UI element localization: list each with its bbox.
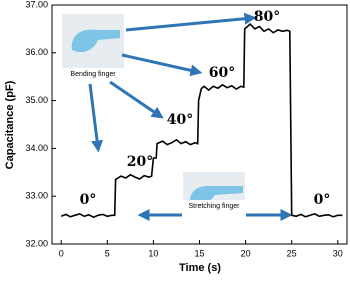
y-tick-label: 34.00 — [25, 143, 48, 153]
x-axis-label: Time (s) — [179, 262, 221, 274]
x-tick-label: 0 — [59, 248, 64, 258]
photo-caption: Stretching finger — [189, 203, 241, 210]
angle-label: 0° — [80, 192, 97, 208]
stretching-photo — [183, 172, 245, 212]
angle-label: 40° — [167, 112, 193, 128]
x-tick-label: 30 — [333, 248, 343, 258]
x-tick-label: 5 — [105, 248, 110, 258]
y-axis-label: Capacitance (pF) — [4, 80, 16, 169]
y-tick-label: 33.00 — [25, 191, 48, 201]
bending-photo — [62, 14, 124, 80]
x-tick-label: 20 — [241, 248, 251, 258]
x-tick-label: 25 — [287, 248, 297, 258]
data-line — [60, 22, 343, 219]
y-tick-label: 35.00 — [25, 95, 48, 105]
y-tick-label: 36.00 — [25, 47, 48, 57]
angle-label: 80° — [254, 9, 280, 25]
angle-label: 0° — [314, 192, 331, 208]
y-tick-label: 37.00 — [25, 0, 48, 9]
photo-caption: Bending finger — [70, 71, 116, 78]
arrows — [88, 12, 293, 221]
y-tick-label: 32.00 — [25, 238, 48, 248]
x-tick-label: 10 — [148, 248, 158, 258]
angle-label: 60° — [209, 65, 235, 81]
angle-label: 20° — [127, 154, 153, 170]
x-tick-label: 15 — [194, 248, 204, 258]
